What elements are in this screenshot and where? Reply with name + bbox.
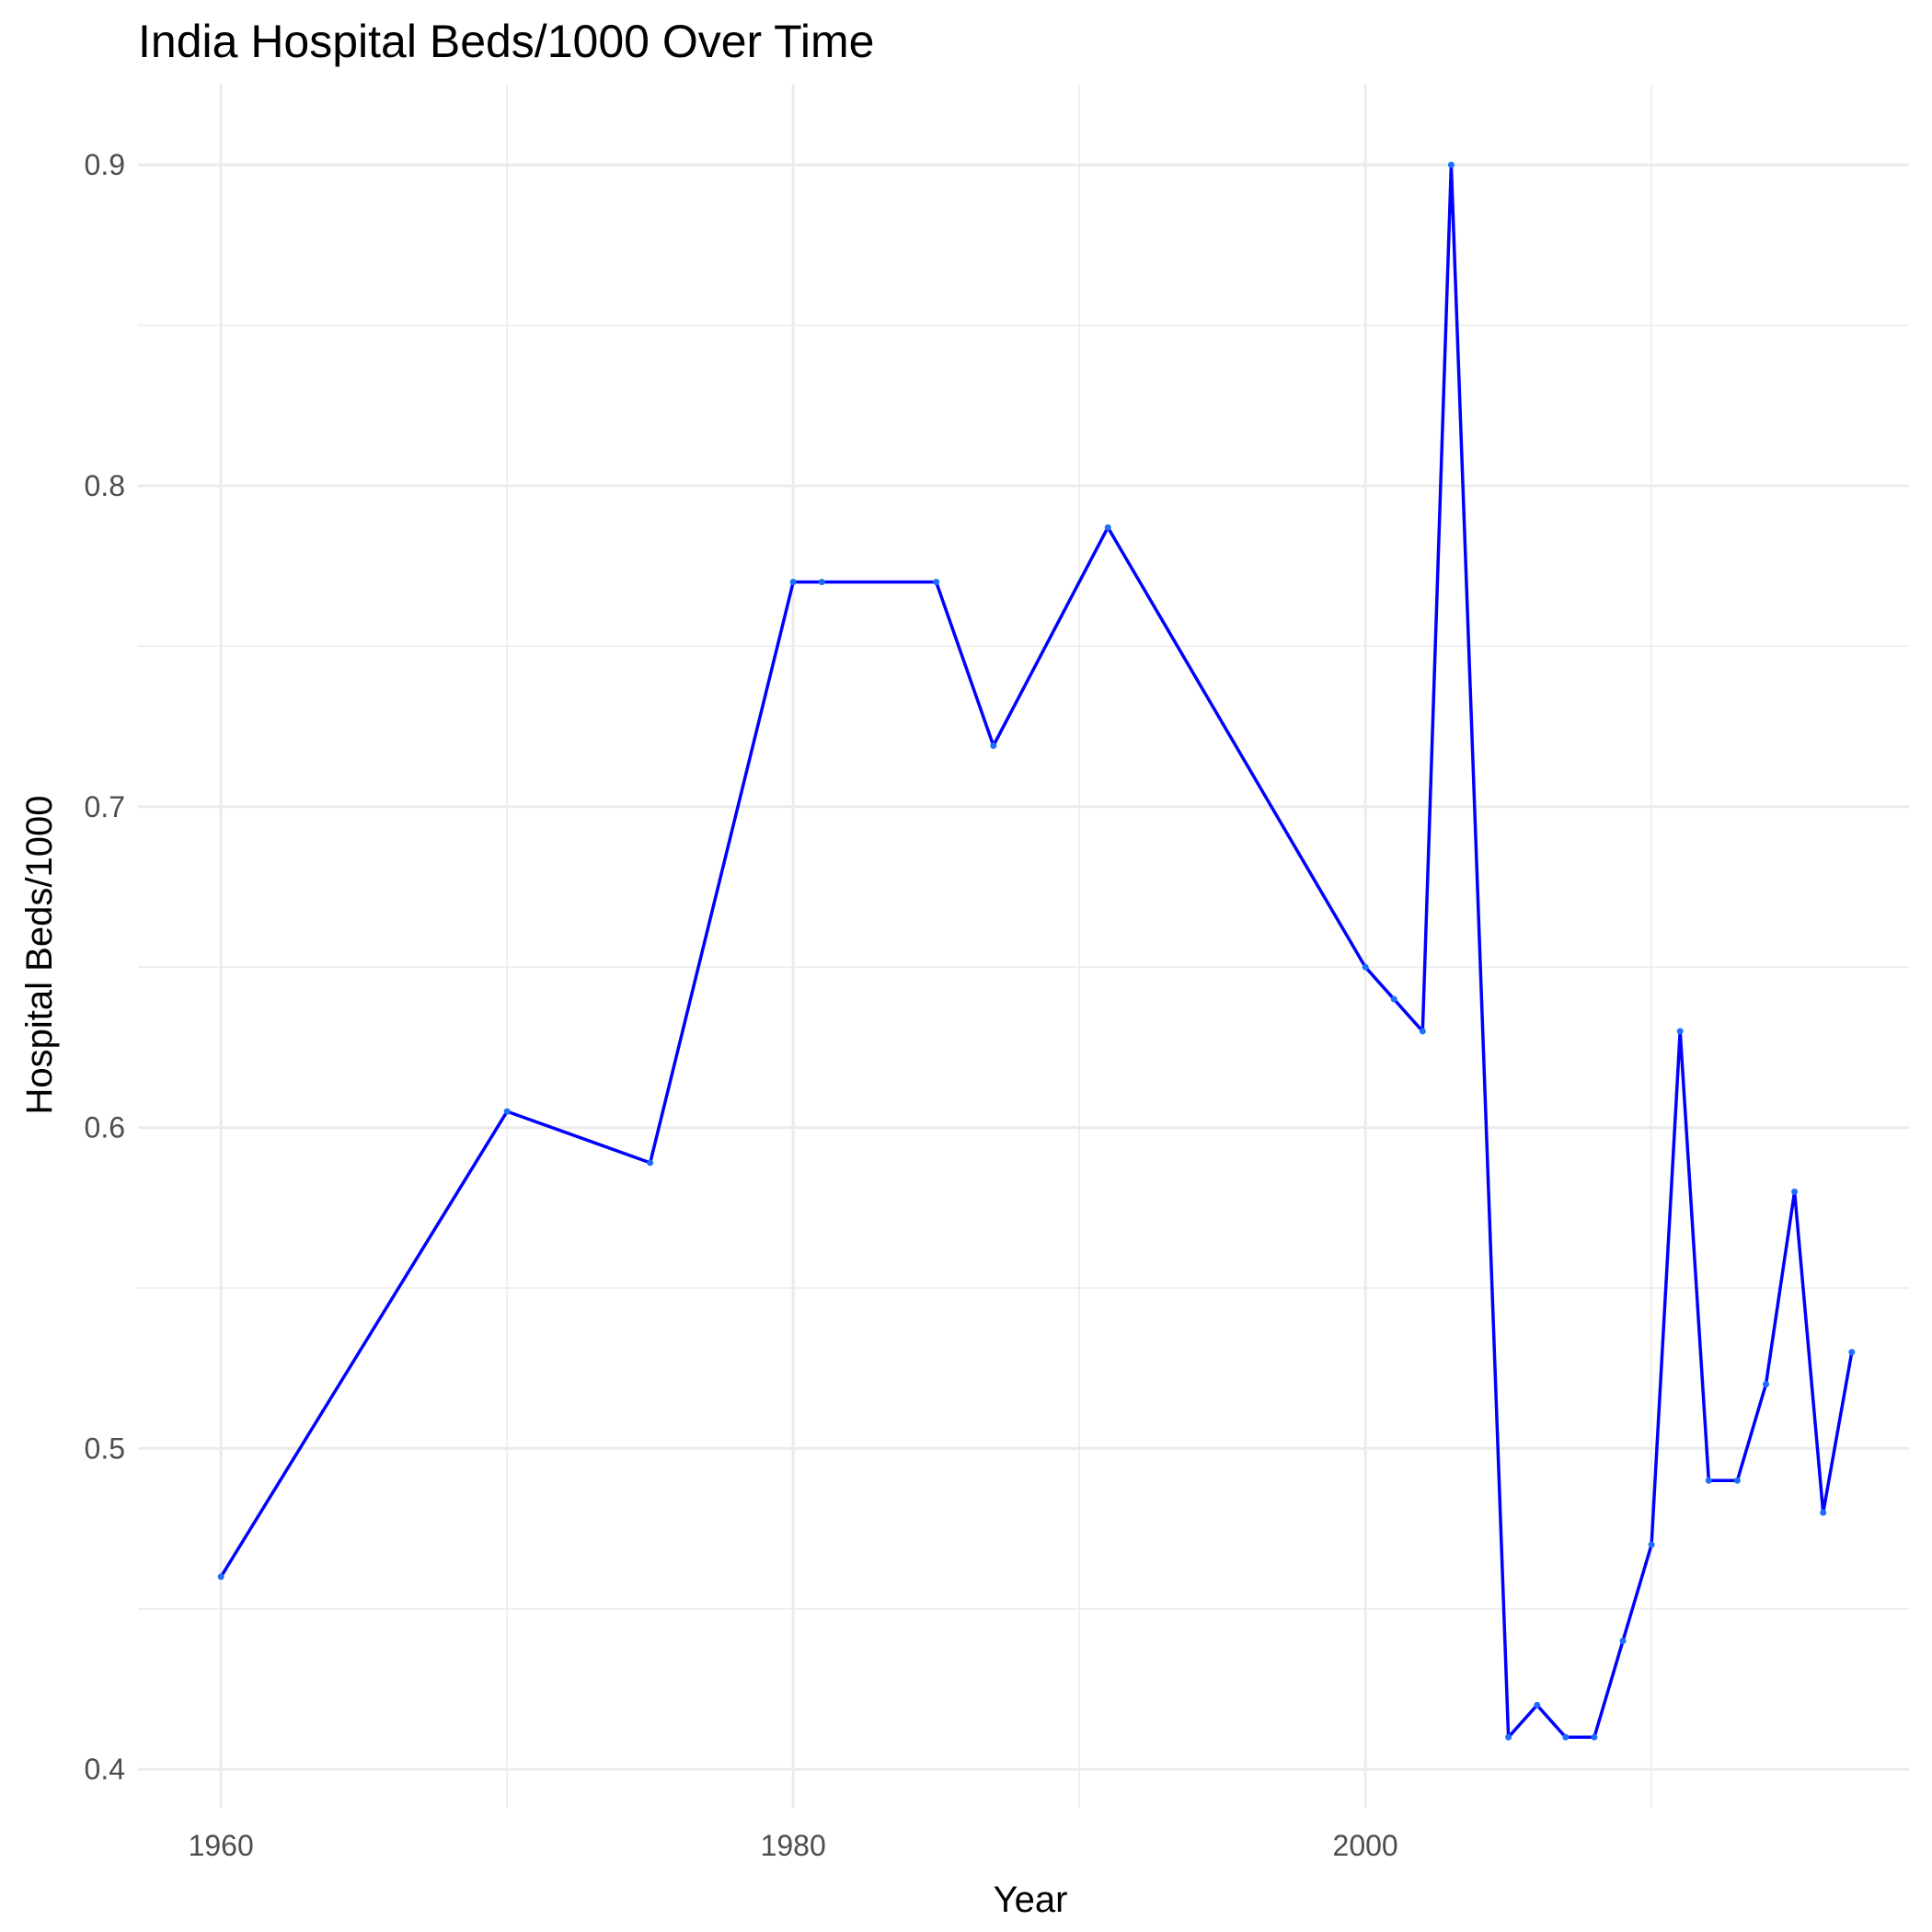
data-point [1820, 1509, 1827, 1516]
data-point [1419, 1028, 1426, 1035]
y-axis-tick-labels: 0.4 0.5 0.6 0.7 0.8 0.9 [85, 148, 125, 1786]
data-point [1648, 1541, 1655, 1548]
data-point [1705, 1477, 1712, 1484]
data-point [818, 579, 825, 586]
x-axis-title: Year [994, 1880, 1068, 1920]
data-points [217, 161, 1856, 1741]
y-tick-label: 0.7 [85, 790, 125, 823]
data-point [1591, 1733, 1598, 1741]
data-point [1733, 1477, 1741, 1484]
minor-horizontal-gridlines [138, 324, 1909, 1610]
data-point [789, 579, 797, 586]
series-line [219, 163, 1854, 1740]
data-point [990, 742, 997, 750]
data-point [1505, 1733, 1512, 1741]
x-tick-label: 2000 [1333, 1829, 1398, 1862]
x-tick-label: 1960 [189, 1829, 254, 1862]
data-point [1447, 161, 1455, 168]
data-point [1362, 963, 1369, 971]
data-point [1104, 523, 1111, 531]
y-tick-label: 0.8 [85, 469, 125, 502]
data-point [1676, 1028, 1684, 1035]
data-point [1619, 1638, 1627, 1645]
data-point [1534, 1701, 1541, 1708]
data-point [1848, 1349, 1856, 1356]
x-tick-label: 1980 [761, 1829, 826, 1862]
y-tick-label: 0.5 [85, 1432, 125, 1465]
data-point [503, 1108, 511, 1115]
data-point [1562, 1733, 1570, 1741]
data-point [1390, 995, 1397, 1003]
data-point [217, 1573, 224, 1581]
data-point [933, 579, 940, 586]
data-point [647, 1159, 654, 1167]
y-tick-label: 0.9 [85, 148, 125, 181]
x-axis-tick-labels: 1960 1980 2000 [189, 1829, 1398, 1862]
y-tick-label: 0.6 [85, 1111, 125, 1144]
chart-title: India Hospital Beds/1000 Over Time [138, 16, 874, 67]
major-horizontal-gridlines [138, 163, 1909, 1771]
data-point [1763, 1381, 1770, 1388]
data-point [1791, 1188, 1799, 1195]
y-tick-label: 0.4 [85, 1753, 125, 1786]
y-axis-title: Hospital Beds/1000 [19, 796, 60, 1115]
major-vertical-gridlines [219, 85, 1367, 1808]
